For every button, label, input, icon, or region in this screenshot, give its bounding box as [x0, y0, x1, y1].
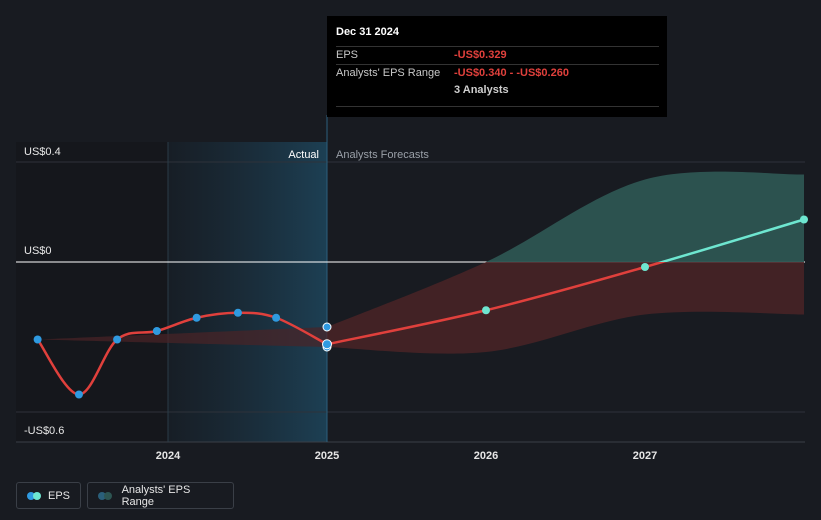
eps-range-band — [37, 171, 804, 354]
range-band-negative — [327, 262, 804, 354]
eps-legend-icon — [27, 491, 41, 500]
tooltip-analysts-row: 3 Analysts — [336, 82, 659, 99]
tooltip-eps-row: EPS -US$0.329 — [336, 46, 659, 64]
y-tick-label: -US$0.6 — [24, 425, 64, 437]
eps-current-point — [322, 339, 332, 350]
analysts-forecasts-label: Analysts Forecasts — [336, 149, 429, 161]
tooltip-divider — [336, 106, 659, 117]
y-axis-labels: US$0.4 US$0 -US$0.6 — [24, 146, 64, 437]
tooltip-analysts-count: 3 Analysts — [454, 84, 509, 96]
y-tick-label: US$0 — [24, 245, 52, 257]
eps-actual-point — [192, 313, 201, 322]
eps-actual-point — [233, 308, 242, 317]
range-marker — [322, 322, 332, 332]
eps-actual-point — [33, 335, 42, 344]
eps-forecast-line-positive — [657, 218, 805, 262]
tooltip: Dec 31 2024 EPS -US$0.329 Analysts' EPS … — [327, 16, 667, 117]
y-tick-label: US$0.4 — [24, 146, 61, 158]
range-band-positive — [486, 171, 804, 262]
eps-forecast-line-negative — [326, 262, 667, 346]
tooltip-range-label: Analysts' EPS Range — [336, 67, 441, 79]
eps-markers — [33, 215, 808, 399]
x-axis-labels: 2024 2025 2026 2027 — [156, 450, 657, 462]
legend-eps-label: EPS — [47, 489, 70, 502]
eps-actual-point — [272, 313, 281, 322]
historic-range-band — [37, 327, 328, 347]
x-tick-label: 2027 — [633, 450, 657, 462]
eps-forecast-point — [800, 215, 808, 224]
x-tick-label: 2025 — [315, 450, 339, 462]
eps-forecast-point — [482, 306, 490, 315]
tooltip-eps-value: -US$0.329 — [454, 49, 507, 61]
x-tick-label: 2026 — [474, 450, 498, 462]
legend-eps-range[interactable]: Analysts' EPS Range — [87, 482, 234, 509]
actual-label: Actual — [288, 149, 319, 161]
range-legend-icon — [98, 491, 114, 500]
tooltip-date: Dec 31 2024 — [336, 26, 399, 38]
eps-actual-point — [113, 335, 122, 344]
eps-actual-point — [74, 390, 83, 399]
eps-forecast-point — [641, 263, 649, 271]
legend-eps[interactable]: EPS — [16, 482, 81, 509]
x-tick-label: 2024 — [156, 450, 181, 462]
tooltip-eps-label: EPS — [336, 49, 359, 61]
actual-region-shade — [168, 142, 327, 442]
tooltip-range-value: -US$0.340 - -US$0.260 — [454, 67, 569, 79]
legend-range-label: Analysts' EPS Range — [121, 483, 191, 508]
tooltip-range-row: Analysts' EPS Range -US$0.340 - -US$0.26… — [336, 64, 659, 82]
eps-actual-point — [152, 327, 161, 335]
